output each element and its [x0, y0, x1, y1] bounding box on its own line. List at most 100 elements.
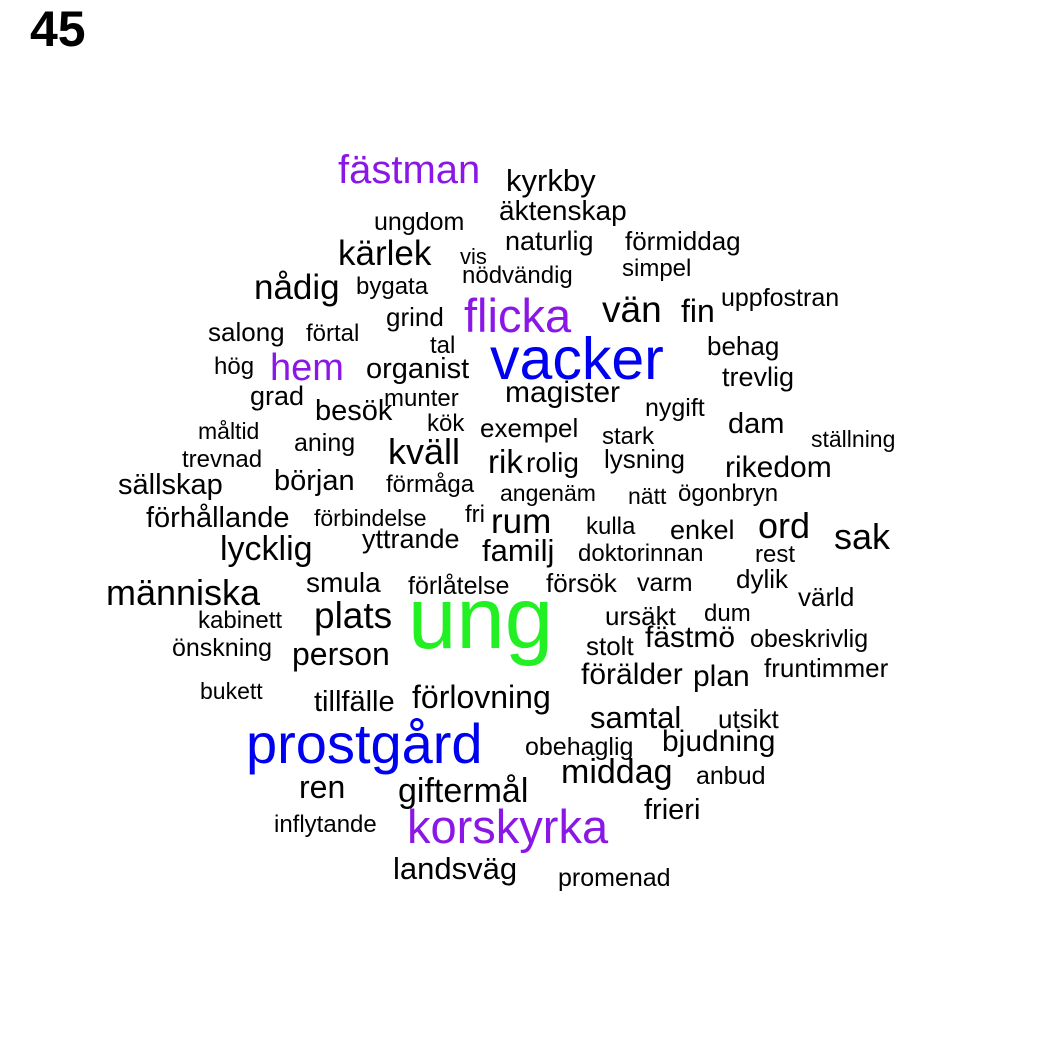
word-bukett: bukett [200, 678, 263, 704]
word-vacker: vacker [490, 326, 664, 392]
word-ord: ord [758, 505, 811, 546]
word-middag: middag [561, 753, 673, 791]
word-uppfostran: uppfostran [721, 284, 840, 312]
word-aning: aning [294, 429, 356, 457]
word-forlatelse: förlåtelse [408, 572, 510, 600]
word-kulla: kulla [586, 513, 636, 540]
word-borjan: början [274, 465, 355, 497]
word-organist: organist [366, 353, 470, 385]
word-obehaglig: obehaglig [525, 733, 634, 761]
word-forhallande: förhållande [146, 502, 290, 534]
word-lycklig: lycklig [220, 530, 313, 568]
word-korskyrka: korskyrka [407, 800, 609, 853]
word-lysning: lysning [604, 444, 685, 474]
word-foralder: förälder [581, 658, 683, 691]
word-grind: grind [386, 302, 444, 332]
word-frieri: frieri [644, 794, 701, 826]
word-samtal: samtal [590, 700, 682, 735]
word-promenad: promenad [558, 864, 671, 892]
word-varm: varm [637, 569, 693, 597]
word-bygata: bygata [356, 273, 429, 300]
word-stolt: stolt [586, 631, 634, 661]
word-flicka: flicka [464, 289, 572, 342]
word-fortal: förtal [306, 320, 360, 347]
word-onskning: önskning [172, 634, 273, 662]
word-ursakt: ursäkt [605, 601, 676, 631]
word-formaga: förmåga [386, 471, 475, 498]
word-ungdom: ungdom [374, 208, 465, 236]
word-bjudning: bjudning [662, 725, 776, 758]
word-sak: sak [834, 516, 891, 557]
word-trevnad: trevnad [182, 446, 263, 473]
word-ogonbryn: ögonbryn [678, 480, 779, 507]
word-fri: fri [465, 501, 485, 528]
word-maltid: måltid [198, 418, 260, 444]
word-varld: värld [798, 582, 855, 612]
word-munter: munter [384, 385, 459, 412]
word-smula: smula [306, 567, 381, 598]
word-yttrande: yttrande [362, 524, 460, 554]
word-rest: rest [755, 541, 796, 568]
word-rolig: rolig [526, 447, 579, 478]
word-familj: familj [482, 533, 555, 568]
word-fastmo: fästmö [645, 621, 736, 654]
word-forsok: försök [546, 568, 617, 598]
word-dam: dam [728, 408, 785, 440]
word-prostgard: prostgård [246, 712, 483, 775]
word-tal: tal [430, 332, 456, 359]
word-rum: rum [491, 502, 552, 541]
word-manniska: människa [106, 572, 261, 613]
word-karlek: kärlek [338, 234, 432, 273]
word-hog: hög [214, 353, 255, 380]
word-grad: grad [250, 381, 305, 411]
word-vis: vis [460, 244, 487, 269]
word-hem: hem [270, 347, 344, 389]
word-rik: rik [488, 443, 523, 480]
word-dum: dum [704, 600, 751, 627]
word-kyrkby: kyrkby [506, 163, 596, 198]
word-behag: behag [707, 331, 780, 361]
word-simpel: simpel [622, 255, 692, 282]
word-ung: ung [408, 570, 554, 667]
word-ren: ren [299, 769, 346, 805]
word-giftermal: giftermål [398, 772, 529, 810]
word-exempel: exempel [480, 413, 579, 443]
word-salong: salong [208, 317, 285, 347]
word-besok: besök [315, 395, 393, 427]
word-naturlig: naturlig [505, 226, 594, 256]
word-fin: fin [681, 293, 715, 329]
word-person: person [292, 636, 390, 672]
word-van: vän [602, 289, 662, 330]
word-trevlig: trevlig [722, 362, 795, 392]
word-nodvandig: nödvändig [462, 262, 573, 289]
word-forbindelse: förbindelse [314, 505, 427, 531]
word-doktorinnan: doktorinnan [578, 540, 704, 567]
word-anbud: anbud [696, 762, 766, 790]
word-plan: plan [693, 660, 750, 693]
word-kabinett: kabinett [198, 607, 283, 634]
word-fastman: fästman [338, 148, 481, 192]
word-kok: kök [427, 410, 465, 437]
word-rikedom: rikedom [725, 451, 832, 484]
word-enkel: enkel [670, 515, 735, 545]
word-fruntimmer: fruntimmer [764, 653, 889, 683]
word-aktenskap: äktenskap [499, 195, 627, 226]
word-utsikt: utsikt [718, 704, 779, 734]
word-kvall: kväll [388, 431, 461, 472]
word-natt: nätt [628, 483, 667, 509]
word-forlovning: förlovning [412, 679, 551, 715]
word-stallning: ställning [811, 426, 896, 452]
word-sallskap: sällskap [118, 469, 223, 501]
word-stark: stark [602, 423, 655, 450]
word-obeskrivlig: obeskrivlig [750, 625, 869, 653]
word-formiddag: förmiddag [625, 226, 741, 256]
word-angenam: angenäm [500, 480, 596, 506]
word-nygift: nygift [645, 394, 705, 422]
word-nadig: nådig [254, 268, 340, 307]
word-plats: plats [314, 595, 393, 636]
word-tillfalle: tillfälle [314, 686, 395, 718]
page-number: 45 [30, 1, 86, 57]
word-landsvag: landsväg [393, 851, 518, 886]
word-inflytande: inflytande [274, 811, 377, 838]
